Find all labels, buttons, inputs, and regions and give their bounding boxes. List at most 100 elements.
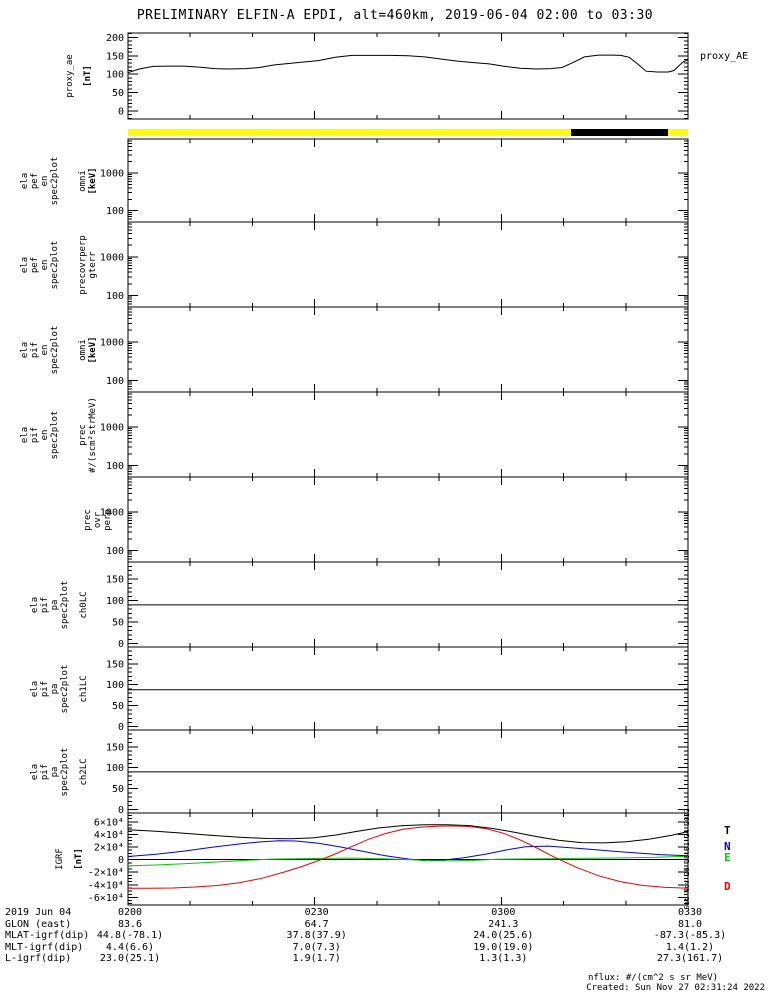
panel-ylabel-line: pif xyxy=(40,680,50,697)
panel-ylabel-ch0lc-1: ch0LC xyxy=(79,591,89,618)
panel-frame-ela_pef_en_omni xyxy=(127,138,689,223)
footer-value: 7.0(7.3) xyxy=(292,941,341,953)
igrf-legend-E: E xyxy=(724,851,731,864)
panel-ylabel-line: spec2plot xyxy=(50,325,60,374)
page-title: PRELIMINARY ELFIN-A EPDI, alt=460km, 201… xyxy=(136,8,654,23)
y-tick-label: 150 xyxy=(106,51,124,62)
panel-ylabel-line: ela xyxy=(30,596,40,613)
panel-ylabel-line: en xyxy=(40,344,50,355)
igrf-legend-N: N xyxy=(724,840,731,853)
footer-value: 0200 xyxy=(117,907,143,918)
panel-frame-proxy_ae xyxy=(127,32,689,120)
panel-ylabel-line: ela xyxy=(20,341,30,358)
footer-row-label: 2019 Jun 04 xyxy=(5,907,72,918)
y-tick-label: 6×10⁴ xyxy=(94,817,124,828)
panel-ylabel-line: pa xyxy=(50,599,60,610)
panel-ylabel-line: gterr xyxy=(88,250,98,279)
panel-ylabel-ela_pef_en_omni-0: ela pef en spec2plot xyxy=(20,156,60,205)
y-tick-label: 1000 xyxy=(100,507,124,518)
footer-value: 1.9(1.7) xyxy=(292,953,341,964)
y-tick-label: 1000 xyxy=(100,422,124,433)
panel-ylabel-proxy_ae-0: proxy_ae xyxy=(65,54,75,97)
footer-value: 81.0 xyxy=(677,918,703,930)
y-tick-label: 100 xyxy=(106,206,124,217)
y-tick-label: 0 xyxy=(118,106,124,117)
panel-frame-ela_pef_en_precovrperp xyxy=(127,221,689,308)
created-note: Created: Sun Nov 27 02:31:24 2022 xyxy=(586,983,765,993)
panel-ylabel-line: pif xyxy=(30,341,40,358)
panel-ylabel-line: pef xyxy=(30,256,40,273)
panel-ylabel-line: ela xyxy=(20,426,30,443)
y-tick-label: 100 xyxy=(106,763,124,774)
y-tick-label: 0 xyxy=(118,855,124,866)
y-tick-label: 100 xyxy=(106,70,124,81)
footer-value: 24.0(25.6) xyxy=(473,930,534,941)
panel-ylabel-ela_pif_en_omni-1: omni [keV] xyxy=(78,336,98,363)
panel-ylabel-prec_ovr_perp-0: prec ovr perp xyxy=(83,509,113,531)
trace-E xyxy=(127,855,689,867)
panel-ylabel-igrf-1: [nT] xyxy=(74,848,84,870)
y-tick-label: 150 xyxy=(106,575,124,586)
y-tick-label: 100 xyxy=(106,546,124,557)
panel-ylabel-line: spec2plot xyxy=(60,580,70,629)
panel-ylabel-line: pif xyxy=(40,763,50,780)
panel-ylabel-line: proxy_ae xyxy=(65,54,75,98)
panel-ylabel-ch2lc-0: ela pif pa spec2plot xyxy=(30,747,70,796)
panel-ylabel-line: pif xyxy=(40,596,50,613)
orbit-bar-segment xyxy=(570,129,668,136)
y-tick-label: 0 xyxy=(118,722,124,733)
footer-value: 1.4(1.2) xyxy=(665,941,715,953)
panel-frame-ch1lc xyxy=(127,646,689,731)
footer-value: 1.3(1.3) xyxy=(479,953,528,964)
y-tick-label: 100 xyxy=(106,461,124,472)
panel-ylabel-line: spec2plot xyxy=(50,240,60,289)
orbit-bar-segment xyxy=(128,129,571,136)
panel-ylabel-line: prec xyxy=(78,423,88,446)
footer-value: 23.0(25.1) xyxy=(99,953,161,964)
footer-value: 0230 xyxy=(304,907,329,918)
panel-ylabel-line: ela xyxy=(20,256,30,273)
panel-ylabel-line: [nT] xyxy=(83,65,93,87)
panel-ylabel-line: ch0LC xyxy=(79,590,89,619)
y-tick-label: 0 xyxy=(118,639,124,650)
footer-value: -87.3(-85.3) xyxy=(653,930,727,941)
panel-ylabel-line: ch1LC xyxy=(79,674,89,703)
panel-ylabel-ch1lc-1: ch1LC xyxy=(79,675,89,702)
panel-ylabel-line: [nT] xyxy=(74,848,84,870)
footer-value: 4.4(6.6) xyxy=(105,941,155,953)
panel-ylabel-line: perp xyxy=(103,508,113,531)
y-tick-label: 100 xyxy=(106,376,124,387)
y-tick-label: 100 xyxy=(106,680,124,691)
panel-ylabel-proxy_ae-1: [nT] xyxy=(83,65,93,87)
footer-value: 83.6 xyxy=(117,918,143,930)
panel-frame-igrf xyxy=(127,812,689,906)
panel-ylabel-line: IGRF xyxy=(55,848,65,870)
panel-ylabel-ch2lc-1: ch2LC xyxy=(79,758,89,785)
footer-value: 19.0(19.0) xyxy=(473,941,534,953)
panel-ylabel-line: ela xyxy=(30,763,40,780)
panel-ylabel-ela_pef_en_precovrperp-0: ela pef en spec2plot xyxy=(20,240,60,289)
panel-ylabel-line: ovr xyxy=(93,511,103,528)
y-tick-label: 150 xyxy=(106,659,124,670)
igrf-legend-T: T xyxy=(724,824,731,837)
panel-ylabel-line: prec xyxy=(83,508,93,531)
footer-value: 0330 xyxy=(677,907,703,918)
footer-value: 241.3 xyxy=(488,918,519,930)
panel-ylabel-igrf-0: IGRF xyxy=(55,848,65,870)
panel-ylabel-line: ch2LC xyxy=(79,757,89,786)
y-tick-label: 100 xyxy=(106,596,124,607)
y-tick-label: -4×10⁴ xyxy=(88,880,124,891)
y-tick-label: 1000 xyxy=(100,252,124,263)
panel-ylabel-line: pif xyxy=(30,426,40,443)
y-tick-label: 2×10⁴ xyxy=(94,843,124,854)
footer-row-label: GLON (east) xyxy=(5,918,72,930)
panel-ylabel-line: omni xyxy=(78,338,88,361)
panel-ylabel-line: #/(scm²strMeV) xyxy=(88,396,98,473)
panel-ylabel-ch0lc-0: ela pif pa spec2plot xyxy=(30,580,70,629)
footer-value: 64.7 xyxy=(304,918,329,930)
panel-ylabel-line: en xyxy=(40,429,50,440)
footer-row-label: MLT-igrf(dip) xyxy=(5,941,84,953)
orbit-bar-segment xyxy=(667,129,688,136)
y-tick-label: 4×10⁴ xyxy=(94,830,124,841)
